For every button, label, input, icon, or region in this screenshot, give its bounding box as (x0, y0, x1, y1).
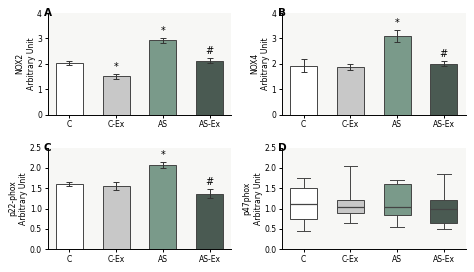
Bar (149, 165, 176, 249)
Bar (290, 66, 317, 115)
Bar (102, 186, 130, 249)
PathPatch shape (337, 200, 364, 213)
Y-axis label: p22-phox
Arbitrary Unit: p22-phox Arbitrary Unit (9, 172, 28, 225)
Bar (56, 184, 83, 249)
Text: #: # (205, 46, 214, 56)
PathPatch shape (430, 200, 457, 223)
Text: B: B (278, 8, 286, 18)
PathPatch shape (383, 184, 410, 215)
Text: A: A (44, 8, 52, 18)
Text: C: C (44, 143, 52, 153)
Y-axis label: p47phox
Arbitrary Unit: p47phox Arbitrary Unit (243, 172, 263, 225)
Text: *: * (395, 17, 400, 27)
Bar (196, 61, 223, 115)
Bar (430, 64, 457, 115)
Bar (102, 76, 130, 115)
Text: D: D (278, 143, 287, 153)
Text: *: * (161, 26, 165, 36)
Y-axis label: NOX2
Arbitrary Unit: NOX2 Arbitrary Unit (16, 38, 36, 90)
Y-axis label: NOX4
Arbitrary Unit: NOX4 Arbitrary Unit (250, 38, 270, 90)
PathPatch shape (290, 188, 317, 219)
Bar (56, 63, 83, 115)
Text: *: * (114, 62, 118, 72)
Bar (196, 194, 223, 249)
Text: #: # (205, 177, 214, 187)
Bar (149, 41, 176, 115)
Text: #: # (440, 49, 448, 59)
Text: *: * (161, 150, 165, 160)
Bar (337, 67, 364, 115)
Bar (383, 36, 410, 115)
